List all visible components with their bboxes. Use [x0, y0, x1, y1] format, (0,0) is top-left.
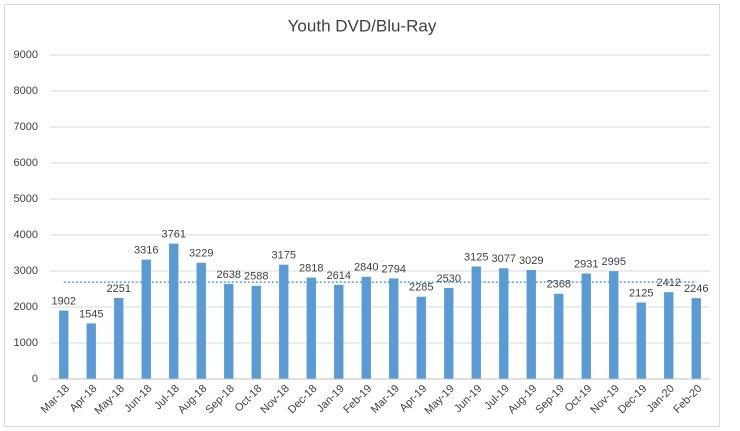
y-tick-label: 3000 — [14, 265, 38, 277]
bar — [499, 268, 509, 379]
y-tick-label: 5000 — [14, 193, 38, 205]
bar — [581, 273, 591, 379]
y-tick-label: 0 — [32, 373, 38, 385]
data-label: 2368 — [547, 279, 571, 291]
bar — [279, 264, 289, 379]
bar — [526, 269, 536, 379]
data-label: 3175 — [272, 250, 296, 262]
bar — [389, 278, 399, 379]
bar — [86, 323, 96, 379]
data-label: 2840 — [354, 262, 378, 274]
bar — [224, 284, 234, 379]
chart-title: Youth DVD/Blu-Ray — [288, 16, 437, 35]
data-label: 1902 — [52, 295, 76, 307]
data-label: 2614 — [327, 270, 351, 282]
y-tick-label: 4000 — [14, 229, 38, 241]
y-tick-label: 8000 — [14, 85, 38, 97]
data-label: 2285 — [409, 282, 433, 294]
bar — [444, 287, 454, 379]
y-tick-label: 1000 — [14, 337, 38, 349]
bar — [416, 296, 426, 379]
bar — [196, 262, 206, 379]
bar — [471, 266, 481, 379]
data-label: 3761 — [162, 229, 186, 241]
bar — [141, 259, 151, 379]
data-label: 2530 — [437, 273, 461, 285]
bar — [114, 297, 124, 379]
data-label: 2995 — [602, 256, 626, 268]
bar — [636, 302, 646, 379]
data-label: 2818 — [299, 262, 323, 274]
bar — [691, 298, 701, 379]
data-label: 2588 — [244, 271, 268, 283]
bar — [609, 271, 619, 379]
bar — [169, 243, 179, 379]
data-label: 3077 — [492, 253, 516, 265]
data-label: 2246 — [684, 283, 708, 295]
y-tick-label: 2000 — [14, 301, 38, 313]
bar — [251, 285, 261, 379]
data-label: 3029 — [519, 255, 543, 267]
bar — [554, 293, 564, 379]
data-label: 3316 — [134, 245, 158, 257]
bar — [664, 292, 674, 379]
data-label: 2794 — [382, 263, 406, 275]
bar — [59, 310, 69, 379]
y-tick-label: 6000 — [14, 157, 38, 169]
data-label: 2125 — [629, 287, 653, 299]
bar — [334, 284, 344, 379]
data-label: 2412 — [657, 277, 681, 289]
data-label: 3125 — [464, 251, 488, 263]
y-tick-label: 9000 — [14, 49, 38, 61]
data-label: 2931 — [574, 258, 598, 270]
data-label: 2251 — [107, 283, 131, 295]
bar — [361, 276, 371, 379]
bar — [306, 277, 316, 379]
data-label: 3229 — [189, 248, 213, 260]
data-label: 2638 — [217, 269, 241, 281]
data-label: 1545 — [79, 308, 103, 320]
y-tick-label: 7000 — [14, 121, 38, 133]
